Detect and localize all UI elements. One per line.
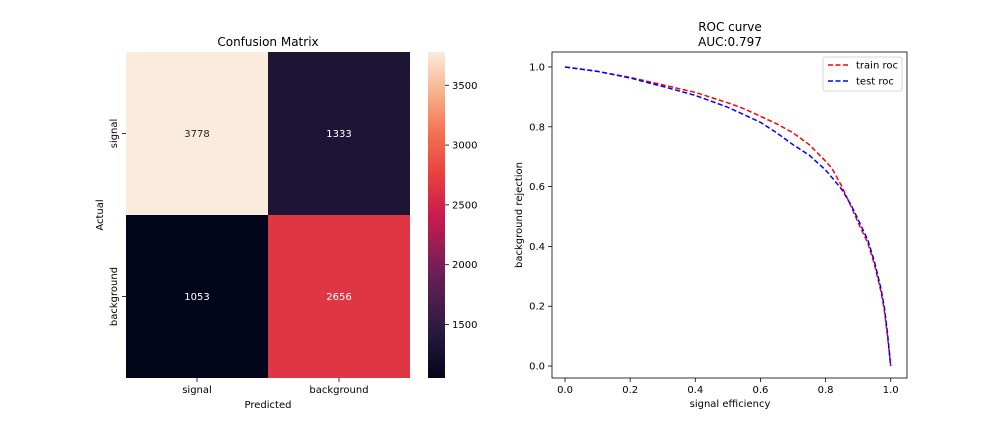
roc-plot-area [551, 51, 908, 379]
cm-cell-value-0-0: 3778 [184, 129, 209, 140]
colorbar-tick-label: 3000 [452, 141, 477, 152]
cm-x-axis-label: Predicted [245, 400, 292, 411]
cm-cells: 3778 1333 1053 2656 [126, 52, 410, 378]
cm-y-axis-label: Actual [95, 199, 106, 230]
colorbar-gradient [428, 52, 445, 378]
roc-x-ticks: 0.0 0.2 0.4 0.6 0.8 1.0 [557, 378, 899, 396]
roc-series-line-0 [564, 66, 892, 367]
colorbar-tick-label: 1500 [452, 320, 477, 331]
colorbar-tick-label: 2000 [452, 260, 477, 271]
cm-cell-1-1 [268, 215, 410, 378]
roc-title: ROC curve [698, 20, 762, 34]
colorbar-tick-label: 2500 [452, 200, 477, 211]
cm-x-tick-label: background [309, 385, 368, 396]
roc-lines [564, 66, 892, 367]
roc-x-tick-label: 0.6 [752, 385, 768, 396]
roc-y-axis-label: background rejection [514, 162, 525, 268]
roc-x-tick-label: 0.4 [687, 385, 703, 396]
cm-y-tick-labels: signal background [109, 119, 126, 326]
roc-y-tick-label: 0.8 [529, 122, 545, 133]
cm-cell-value-1-1: 2656 [326, 292, 351, 303]
roc-x-tick-label: 0.2 [622, 385, 638, 396]
roc-x-tick-label: 1.0 [883, 385, 899, 396]
legend-frame [822, 56, 903, 92]
roc-y-tick-label: 1.0 [529, 62, 545, 73]
cm-cell-value-0-1: 1333 [326, 129, 351, 140]
cm-title: Confusion Matrix [217, 35, 318, 49]
cm-x-tick-label: signal [182, 385, 212, 396]
legend-train-label: train roc [856, 61, 898, 72]
cm-cell-value-1-0: 1053 [184, 292, 209, 303]
roc-legend: train roc test roc [822, 56, 903, 92]
cm-cell-1-0 [126, 215, 268, 378]
roc-curve-panel: ROC curve AUC:0.797 0.0 0.2 0.4 0.6 0.8 1.0 0… [514, 20, 908, 410]
cm-y-tick-label: background [109, 267, 120, 326]
cm-cell-0-0 [126, 52, 268, 215]
roc-y-tick-label: 0.6 [529, 182, 545, 193]
cm-cell-0-1 [268, 52, 410, 215]
legend-test-label: test roc [856, 77, 894, 88]
roc-x-tick-label: 0.8 [818, 385, 834, 396]
roc-y-tick-label: 0.4 [529, 242, 545, 253]
cm-y-tick-label: signal [109, 119, 120, 149]
colorbar-ticks: 1500 2000 2500 3000 3500 [445, 81, 477, 331]
roc-y-tick-label: 0.0 [529, 362, 545, 373]
roc-y-tick-label: 0.2 [529, 302, 545, 313]
roc-series-line-1 [564, 66, 892, 367]
confusion-matrix-panel: Confusion Matrix 3778 1333 1053 2656 signal… [95, 35, 410, 411]
roc-y-ticks: 0.0 0.2 0.4 0.6 0.8 1.0 [529, 62, 552, 373]
roc-x-tick-label: 0.0 [557, 385, 573, 396]
cm-x-tick-labels: signal background [182, 378, 369, 396]
colorbar-tick-label: 3500 [452, 81, 477, 92]
roc-subtitle: AUC:0.797 [698, 35, 762, 49]
roc-x-axis-label: signal efficiency [690, 399, 771, 410]
colorbar: 1500 2000 2500 3000 3500 [428, 52, 477, 378]
